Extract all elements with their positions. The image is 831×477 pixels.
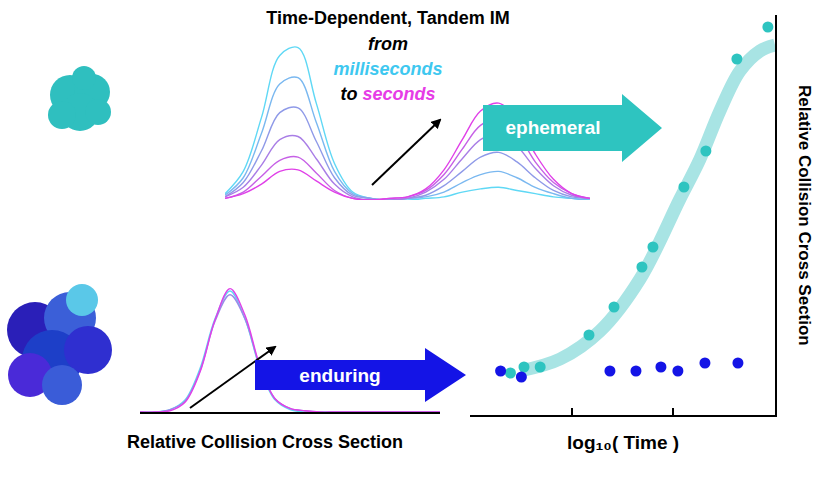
svg-text:log₁₀( Time ): log₁₀( Time ) [567,432,679,453]
svg-text:enduring: enduring [299,365,380,386]
svg-text:to seconds: to seconds [340,84,435,104]
svg-text:Relative Collision Cross Secti: Relative Collision Cross Section [795,85,814,346]
svg-text:Time-Dependent, Tandem IM: Time-Dependent, Tandem IM [266,8,509,28]
svg-text:from: from [368,34,408,54]
svg-text:Relative Collision Cross Secti: Relative Collision Cross Section [127,432,403,452]
svg-text:ephemeral: ephemeral [505,117,600,138]
svg-text:milliseconds: milliseconds [333,59,442,79]
